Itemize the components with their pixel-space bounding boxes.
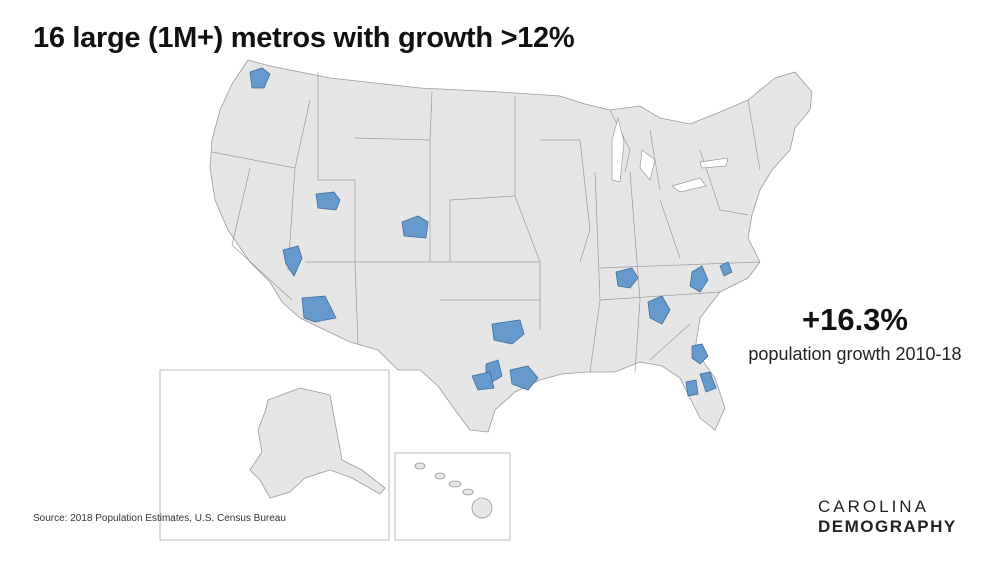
- hawaii-shape: [414, 462, 493, 519]
- metro-atlanta: [647, 295, 671, 325]
- contiguous-us-shape: [209, 59, 813, 433]
- alaska-inset-frame: [159, 369, 390, 541]
- source-note: Source: 2018 Population Estimates, U.S. …: [33, 513, 286, 524]
- metro-orlando: [699, 371, 717, 393]
- metro-denver: [401, 215, 429, 239]
- metro-seattle: [249, 67, 271, 89]
- alaska-shape: [249, 387, 386, 499]
- metro-jacksonville: [691, 343, 709, 365]
- metro-las-vegas: [282, 245, 303, 277]
- growth-stat-label: population growth 2010-18: [748, 344, 962, 364]
- metro-charlotte: [689, 265, 709, 293]
- metro-san-antonio: [471, 371, 495, 391]
- brand-logo-line2: DEMOGRAPHY: [818, 517, 957, 536]
- metro-dallas-fort-worth: [491, 319, 525, 345]
- great-lakes: [611, 116, 729, 193]
- metro-salt-lake-city: [315, 191, 341, 211]
- growth-stat-value: +16.3%: [801, 302, 908, 337]
- metro-raleigh: [719, 261, 733, 277]
- metro-nashville: [615, 267, 639, 289]
- map-title: 16 large (1M+) metros with growth >12%: [33, 22, 575, 54]
- metro-tampa: [685, 379, 699, 397]
- hawaii-inset-frame: [394, 452, 511, 541]
- brand-logo-line1: CAROLINA: [818, 497, 929, 516]
- metro-houston: [509, 365, 539, 391]
- state-borders: [211, 72, 761, 373]
- metro-phoenix: [301, 295, 337, 323]
